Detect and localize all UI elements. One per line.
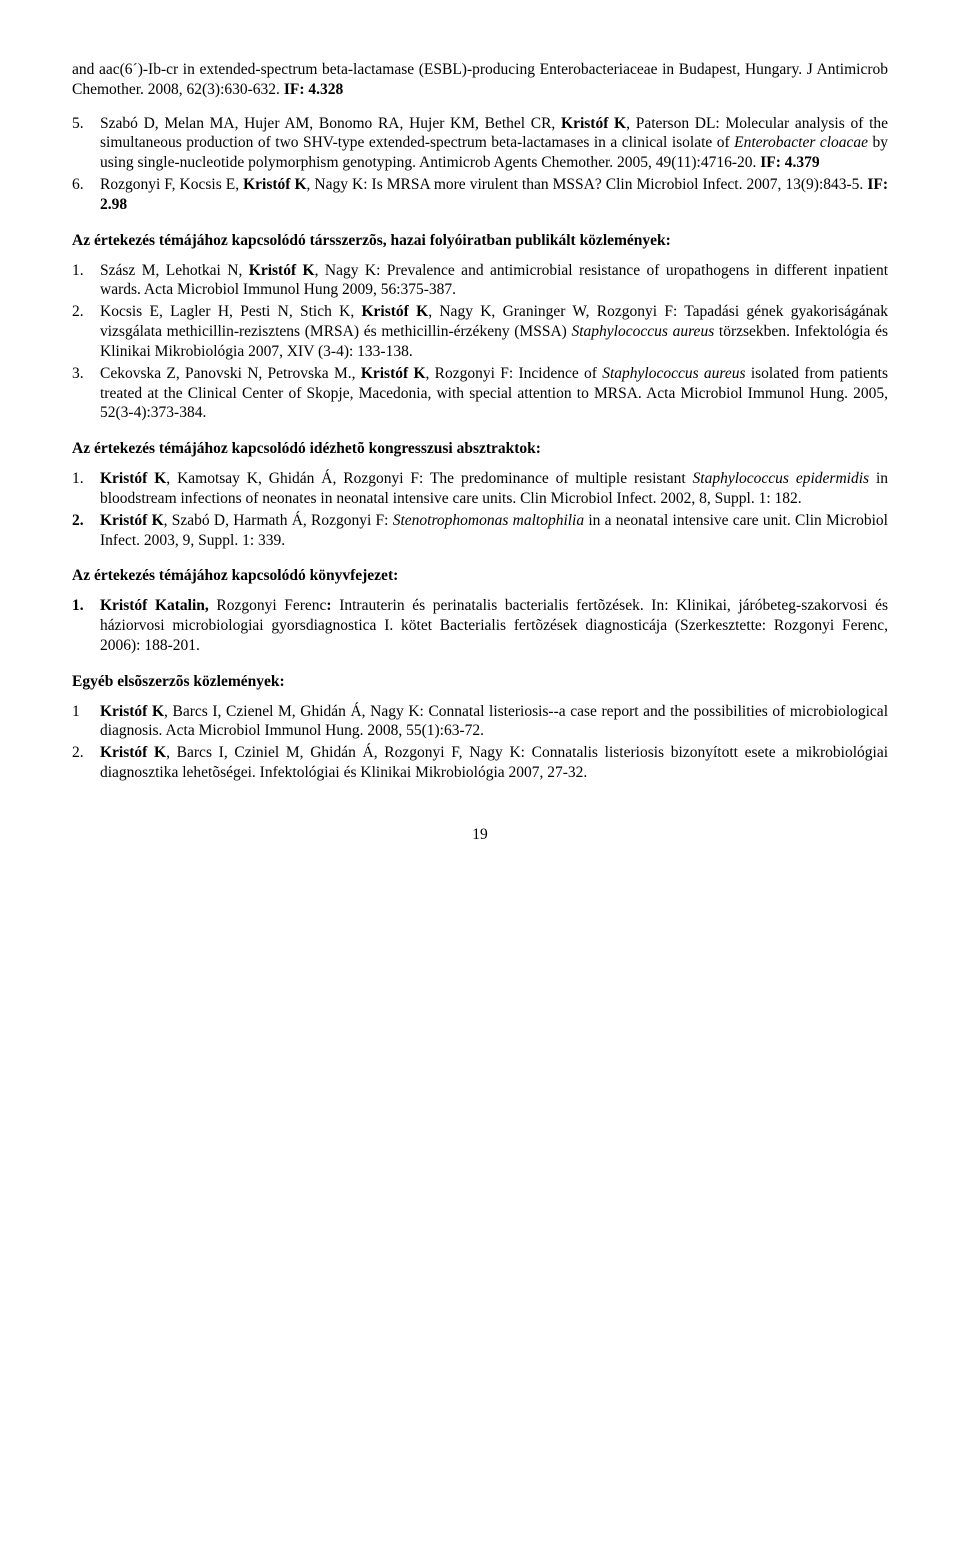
section-heading: Az értekezés témájához kapcsolódó könyvf… [72,566,888,586]
reference-item-text: Kristóf K, Barcs I, Cziniel M, Ghidán Á,… [100,743,888,783]
reference-item-text: Kristóf Katalin, Rozgonyi Ferenc: Intrau… [100,596,888,655]
reference-item-text: Kristóf K, Kamotsay K, Ghidán Á, Rozgony… [100,469,888,509]
reference-item-number: 1 [72,702,100,742]
intro-ref-item: 6.Rozgonyi F, Kocsis E, Kristóf K, Nagy … [72,175,888,215]
reference-item: 1.Kristóf Katalin, Rozgonyi Ferenc: Intr… [72,596,888,655]
reference-item-number: 1. [72,469,100,509]
reference-item-text: Cekovska Z, Panovski N, Petrovska M., Kr… [100,364,888,423]
reference-item-text: Szász M, Lehotkai N, Kristóf K, Nagy K: … [100,261,888,301]
continuation-paragraph: and aac(6´)-Ib-cr in extended-spectrum b… [72,60,888,100]
reference-item-number: 3. [72,364,100,423]
reference-item-text: Kristóf K, Szabó D, Harmath Á, Rozgonyi … [100,511,888,551]
reference-item-number: 1. [72,596,100,655]
reference-item: 2.Kocsis E, Lagler H, Pesti N, Stich K, … [72,302,888,361]
reference-item-number: 1. [72,261,100,301]
reference-item-number: 2. [72,743,100,783]
intro-ref-item-number: 5. [72,114,100,173]
reference-item-number: 2. [72,511,100,551]
intro-ref-item-text: Rozgonyi F, Kocsis E, Kristóf K, Nagy K:… [100,175,888,215]
reference-item: 3.Cekovska Z, Panovski N, Petrovska M., … [72,364,888,423]
reference-item: 1Kristóf K, Barcs I, Czienel M, Ghidán Á… [72,702,888,742]
reference-item-number: 2. [72,302,100,361]
section-heading: Az értekezés témájához kapcsolódó idézhe… [72,439,888,459]
reference-item: 2.Kristóf K, Szabó D, Harmath Á, Rozgony… [72,511,888,551]
intro-ref-item-text: Szabó D, Melan MA, Hujer AM, Bonomo RA, … [100,114,888,173]
reference-item-text: Kristóf K, Barcs I, Czienel M, Ghidán Á,… [100,702,888,742]
section-heading: Az értekezés témájához kapcsolódó társsz… [72,231,888,251]
reference-item-text: Kocsis E, Lagler H, Pesti N, Stich K, Kr… [100,302,888,361]
intro-ref-item: 5.Szabó D, Melan MA, Hujer AM, Bonomo RA… [72,114,888,173]
reference-item: 1.Szász M, Lehotkai N, Kristóf K, Nagy K… [72,261,888,301]
reference-item: 2.Kristóf K, Barcs I, Cziniel M, Ghidán … [72,743,888,783]
reference-item: 1.Kristóf K, Kamotsay K, Ghidán Á, Rozgo… [72,469,888,509]
page-number: 19 [72,825,888,845]
intro-ref-item-number: 6. [72,175,100,215]
section-heading: Egyéb elsõszerzõs közlemények: [72,672,888,692]
